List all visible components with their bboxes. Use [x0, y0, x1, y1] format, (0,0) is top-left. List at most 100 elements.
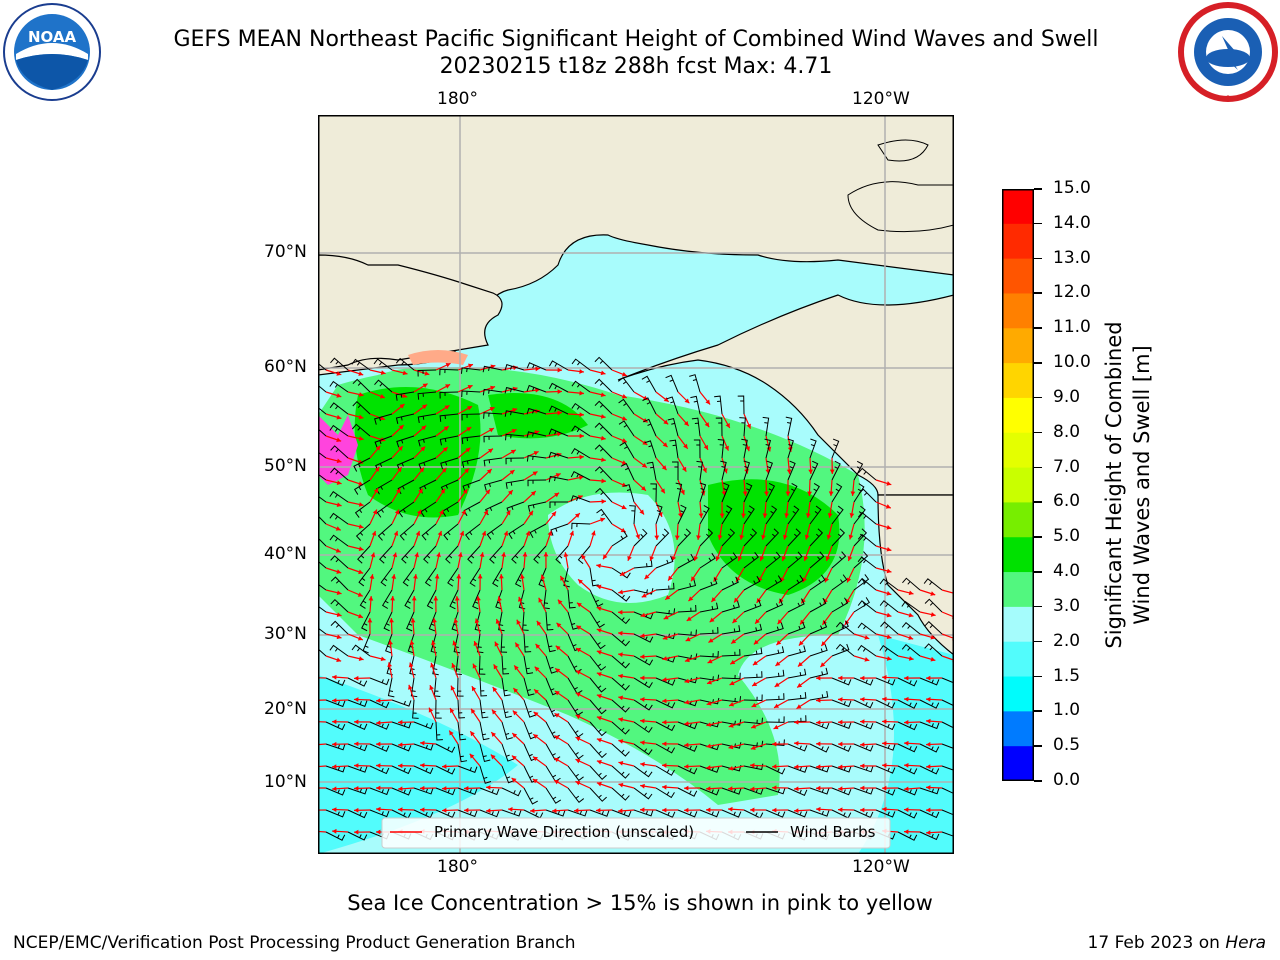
colorbar: [1002, 189, 1034, 781]
wave-direction-arrowhead: [703, 444, 708, 450]
wave-direction-arrowhead: [827, 513, 833, 518]
wind-barb: [330, 445, 349, 459]
wind-barb: [479, 677, 488, 697]
wave-direction-arrowhead: [511, 755, 517, 761]
wind-barb: [570, 495, 591, 503]
wind-barb: [875, 809, 896, 818]
wave-direction-arrowhead: [579, 390, 584, 396]
wave-direction-arrowhead: [926, 785, 931, 790]
colorbar-segment: [1002, 223, 1034, 260]
wave-direction-arrowhead: [497, 596, 502, 602]
wind-barb: [831, 460, 841, 481]
wave-direction-arrowhead: [674, 535, 680, 540]
wind-barb: [809, 438, 817, 459]
wind-barb: [831, 677, 852, 686]
wave-direction-arrowhead: [358, 502, 364, 507]
wind-barb: [857, 577, 877, 591]
colorbar-tick-label: 2.0: [1053, 630, 1081, 651]
wave-direction-arrowhead: [772, 741, 777, 747]
wave-direction-arrowhead: [439, 509, 444, 515]
wave-direction-arrowhead: [601, 457, 606, 463]
wave-direction-arrowhead: [535, 643, 541, 649]
wind-barb: [743, 551, 759, 569]
wind-barb: [398, 501, 415, 518]
wave-direction-arrowhead: [926, 742, 931, 747]
wave-direction-arrowhead: [882, 741, 887, 746]
wind-barb: [699, 504, 710, 525]
wind-barb: [743, 599, 762, 613]
wave-direction-arrowhead: [532, 471, 538, 476]
wave-direction-arrowhead: [904, 740, 909, 746]
colorbar-tick-mark: [1034, 780, 1042, 782]
wind-barb: [329, 512, 349, 525]
wave-direction-arrowhead: [600, 517, 605, 523]
colorbar-tick-label: 6.0: [1053, 491, 1081, 512]
wind-barb: [765, 809, 786, 818]
ocean-cyan-area: [318, 675, 518, 854]
colorbar-tick-label: 3.0: [1053, 595, 1081, 616]
wind-barb: [329, 380, 349, 393]
wind-barb: [611, 809, 632, 818]
wave-direction-arrowhead: [574, 808, 579, 813]
wave-direction-arrowhead: [761, 534, 766, 540]
footer-date: 17 Feb 2023 on Hera: [1088, 933, 1266, 953]
wind-barb: [831, 505, 844, 525]
wave-direction-arrowhead: [926, 764, 931, 770]
colorbar-tick-mark: [1034, 257, 1042, 260]
wave-direction-arrowhead: [358, 656, 364, 661]
wave-direction-arrowhead: [394, 509, 400, 515]
wave-direction-arrowhead: [730, 659, 736, 665]
wave-direction-arrowhead: [469, 753, 475, 759]
wind-barb: [743, 482, 753, 503]
wind-barb: [809, 483, 820, 503]
wave-direction-arrowhead: [354, 697, 359, 702]
wind-barb: [548, 475, 569, 483]
wave-direction-arrowhead: [533, 711, 539, 717]
wave-direction-arrowhead: [621, 504, 627, 510]
wind-barb: [787, 598, 805, 613]
wind-barb: [548, 451, 569, 459]
wave-direction-arrowhead: [706, 765, 711, 770]
colorbar-tick-mark: [1034, 640, 1042, 643]
wind-barb: [831, 528, 846, 547]
wave-direction-arrowhead: [860, 763, 865, 769]
wave-direction-arrowhead: [681, 466, 687, 472]
lat-label-30n: 30°N: [264, 624, 307, 644]
wave-direction-arrowhead: [503, 530, 509, 536]
wave-direction-arrowhead: [464, 785, 469, 791]
wave-direction-arrowhead: [668, 575, 673, 581]
wave-direction-arrowhead: [479, 552, 485, 557]
wave-direction-arrowhead: [465, 447, 471, 453]
wind-barb: [924, 621, 943, 635]
wave-direction-arrowhead: [600, 414, 606, 419]
wind-barb: [633, 588, 654, 595]
colorbar-tick-label: 15.0: [1053, 178, 1091, 198]
wave-direction-arrowhead: [800, 619, 805, 625]
wave-direction-arrowhead: [734, 597, 739, 603]
wave-direction-arrowhead: [462, 489, 468, 495]
wind-barb: [831, 574, 848, 591]
wave-direction-arrowhead: [555, 473, 561, 478]
wave-direction-arrowhead: [464, 468, 470, 474]
wind-barb: [765, 693, 785, 701]
wave-direction-arrowhead: [491, 709, 497, 715]
wave-direction-arrowhead: [379, 394, 385, 399]
wave-direction-arrowhead: [514, 665, 519, 671]
wind-barb: [941, 765, 954, 771]
wind-barb: [897, 699, 918, 709]
wave-direction-arrowhead: [816, 720, 821, 725]
wave-direction-arrowhead: [494, 641, 500, 647]
wave-direction-arrowhead: [512, 710, 518, 716]
wind-barb: [463, 501, 481, 517]
wind-barb: [809, 743, 830, 753]
wind-barb: [765, 460, 773, 481]
wave-direction-arrowhead: [826, 534, 832, 540]
wind-barb: [379, 545, 393, 564]
wave-direction-arrowhead: [511, 777, 517, 783]
wave-direction-arrowhead: [534, 689, 539, 695]
wave-direction-arrowhead: [370, 552, 376, 558]
wave-direction-arrowhead: [533, 756, 538, 762]
wave-direction-arrowhead: [450, 685, 456, 691]
wind-barb: [347, 721, 368, 731]
colorbar-tick-label: 7.0: [1053, 456, 1081, 477]
